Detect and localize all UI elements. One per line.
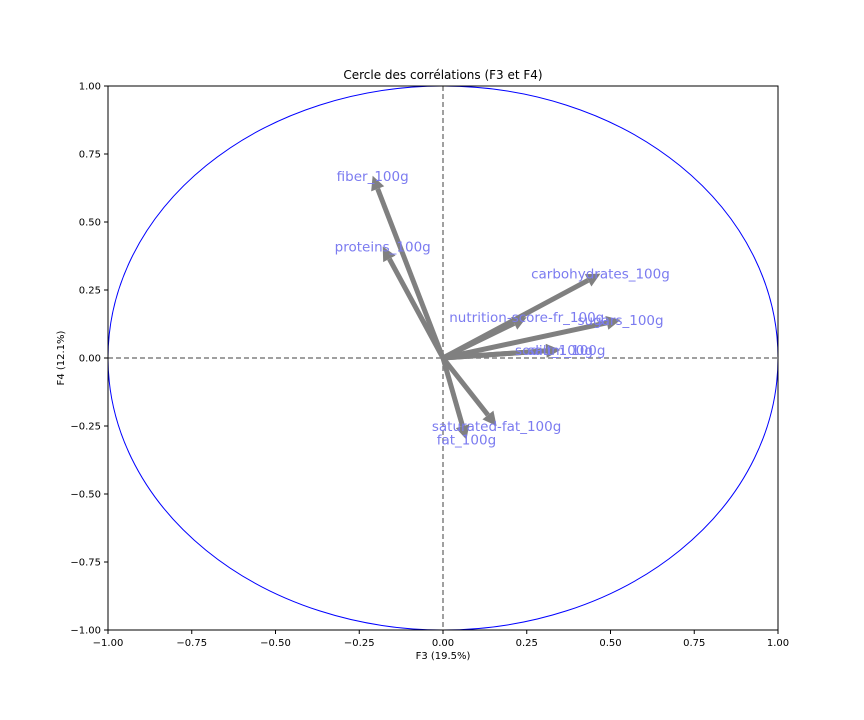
arrow-head — [605, 316, 621, 330]
variable-label-saturated-fat_100g: saturated-fat_100g — [432, 419, 561, 435]
y-tick-label: 0.25 — [79, 286, 101, 297]
variable-label-salt_100g: salt_100g — [528, 343, 593, 359]
y-tick-label: 0.75 — [79, 150, 101, 161]
x-tick-label: 0.00 — [432, 638, 454, 649]
arrow-shaft — [441, 356, 490, 417]
arrow-sugars_100g — [442, 316, 621, 361]
x-tick-label: −1.00 — [93, 638, 124, 649]
arrow-shaft — [442, 320, 608, 361]
x-tick-label: 0.50 — [599, 638, 621, 649]
x-tick-label: 0.25 — [516, 638, 538, 649]
arrow-head — [371, 175, 385, 192]
arrow-fat_100g — [440, 357, 470, 440]
chart-title: Cercle des corrélations (F3 et F4) — [343, 68, 542, 82]
variable-label-nutrition-score-fr_100g: nutrition-score-fr_100g — [449, 310, 604, 326]
arrow-fiber_100g — [371, 175, 446, 359]
x-tick-label: 0.75 — [683, 638, 705, 649]
arrow-shaft — [440, 357, 465, 427]
arrow-head — [382, 246, 396, 263]
y-tick-label: 1.00 — [79, 82, 101, 93]
x-tick-label: 1.00 — [767, 638, 789, 649]
y-tick-label: −1.00 — [70, 626, 101, 637]
arrow-head — [584, 273, 601, 287]
x-axis: −1.00 −0.75 −0.50 −0.25 0.00 0.25 0.50 0.75 1.00 — [93, 630, 789, 649]
x-tick-label: −0.75 — [176, 638, 207, 649]
arrow-nutrition-score-fr_100g — [441, 317, 527, 361]
y-tick-label: −0.50 — [70, 490, 101, 501]
arrow-head — [482, 410, 497, 426]
y-axis: 1.00 0.75 0.50 0.25 0.00 −0.25 −0.50 −0.75 −1.00 — [70, 82, 108, 637]
y-tick-label: 0.50 — [79, 218, 101, 229]
arrow-proteins_100g — [382, 246, 446, 360]
y-axis-label: F4 (12.1%) — [56, 330, 67, 385]
variable-label-fiber_100g: fiber_100g — [337, 169, 409, 185]
arrow-shaft — [375, 187, 446, 359]
arrow-shaft — [441, 321, 516, 361]
variable-label-carbohydrates_100g: carbohydrates_100g — [531, 267, 670, 283]
arrow-shaft — [442, 348, 547, 361]
variable-label-fat_100g: fat_100g — [437, 433, 496, 449]
variable-label-sodium_100g: sodium_100g — [515, 343, 605, 359]
arrow-head — [545, 343, 561, 358]
y-tick-label: −0.75 — [70, 558, 101, 569]
variable-label-proteins_100g: proteins_100g — [335, 239, 431, 255]
x-axis-label: F3 (19.5%) — [416, 651, 471, 662]
y-tick-label: −0.25 — [70, 422, 101, 433]
y-tick-label: 0.00 — [79, 354, 101, 365]
arrow-head — [455, 424, 470, 440]
arrow-saturated-fat_100g — [441, 356, 497, 426]
x-tick-label: −0.50 — [260, 638, 291, 649]
arrow-head — [511, 317, 527, 330]
x-tick-label: −0.25 — [344, 638, 375, 649]
arrow-shaft — [387, 257, 446, 360]
arrow-sodium_100g — [442, 343, 561, 361]
variable-label-sugars_100g: sugars_100g — [577, 313, 663, 329]
